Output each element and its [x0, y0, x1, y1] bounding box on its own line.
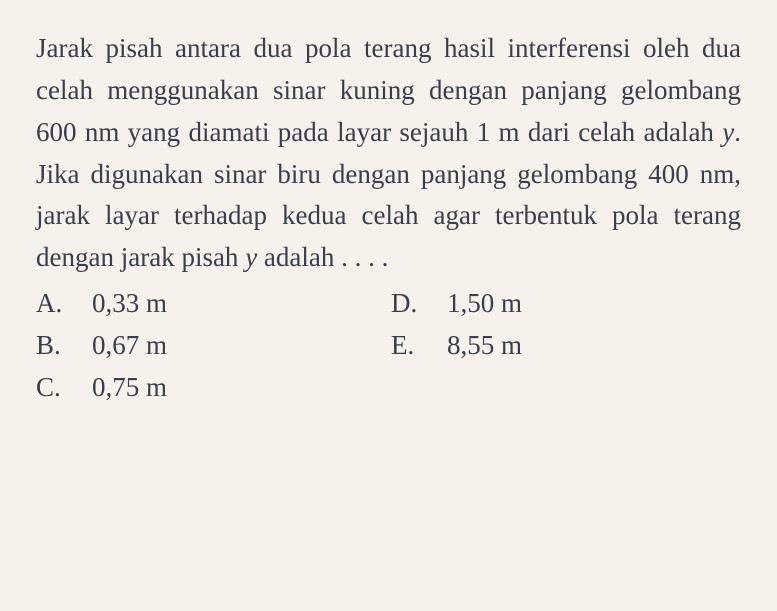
question-variable-y-1: y	[722, 117, 734, 147]
answer-option-e: E. 8,55 m	[391, 325, 741, 367]
question-line-9-pre: pisah	[181, 242, 245, 272]
answer-value-a: 0,33 m	[92, 283, 391, 325]
question-paragraph: Jarak pisah antara dua pola terang hasil…	[36, 28, 741, 279]
answer-value-c: 0,75 m	[92, 367, 391, 409]
answer-option-b: B. 0,67 m	[36, 325, 391, 367]
answer-label-d: D.	[391, 283, 447, 325]
answer-value-b: 0,67 m	[92, 325, 391, 367]
answer-column-right: D. 1,50 m E. 8,55 m	[391, 283, 741, 409]
question-variable-y-2: y	[245, 242, 257, 272]
answer-option-a: A. 0,33 m	[36, 283, 391, 325]
answer-value-e: 8,55 m	[447, 325, 741, 367]
question-line-9-post: adalah . . . .	[257, 242, 388, 272]
answer-options: A. 0,33 m B. 0,67 m C. 0,75 m D. 1,50 m …	[36, 283, 741, 409]
answer-label-c: C.	[36, 367, 92, 409]
answer-option-d: D. 1,50 m	[391, 283, 741, 325]
answer-label-b: B.	[36, 325, 92, 367]
question-line-1: Jarak pisah antara dua pola terang hasil	[36, 33, 495, 63]
answer-value-d: 1,50 m	[447, 283, 741, 325]
answer-column-left: A. 0,33 m B. 0,67 m C. 0,75 m	[36, 283, 391, 409]
question-line-4: 600 nm yang diamati pada layar sejauh	[36, 117, 468, 147]
answer-label-a: A.	[36, 283, 92, 325]
answer-option-c: C. 0,75 m	[36, 367, 391, 409]
question-line-6: sinar biru dengan panjang gelombang	[214, 159, 637, 189]
question-line-5-pre: 1 m dari celah adalah	[477, 117, 723, 147]
question-line-3: sinar kuning dengan panjang gelombang	[273, 75, 741, 105]
answer-label-e: E.	[391, 325, 447, 367]
